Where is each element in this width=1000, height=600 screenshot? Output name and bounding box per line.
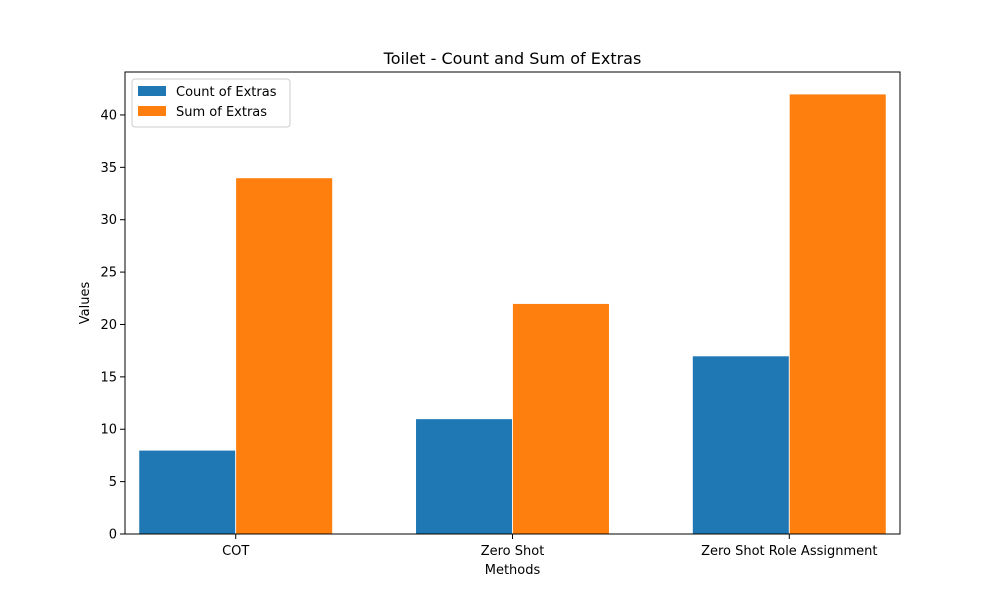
y-tick-label-0: 0 (109, 528, 117, 543)
x-tick-label-1: Zero Shot (481, 544, 545, 559)
y-tick-label-1: 5 (109, 475, 117, 490)
y-tick-label-8: 40 (100, 108, 117, 123)
legend-label-count: Count of Extras (176, 85, 277, 100)
legend-label-sum: Sum of Extras (176, 105, 267, 120)
y-tick-label-4: 20 (100, 318, 117, 333)
bar-sum-2 (788, 93, 887, 535)
y-tick-label-3: 15 (100, 370, 117, 385)
y-tick-label-6: 30 (100, 213, 117, 228)
legend: Count of Extras Sum of Extras (131, 78, 291, 128)
bar-sum-0 (235, 177, 333, 535)
bar-count-0 (138, 449, 237, 535)
legend-swatch-count (138, 86, 166, 96)
y-axis-title: Values (78, 282, 93, 325)
legend-box (131, 78, 291, 128)
bar-count-2 (692, 355, 790, 535)
y-tick-label-2: 10 (100, 423, 117, 438)
x-tick-label-2: Zero Shot Role Assignment (701, 544, 877, 559)
x-axis: COT Zero Shot Zero Shot Role Assignment (222, 534, 877, 559)
legend-swatch-sum (138, 106, 166, 116)
y-tick-label-7: 35 (100, 161, 117, 176)
bars-group (138, 93, 887, 535)
bar-count-1 (415, 418, 513, 535)
y-tick-label-5: 25 (100, 266, 117, 281)
plot-frame (124, 71, 901, 535)
chart-title: Toilet - Count and Sum of Extras (383, 49, 642, 68)
bar-sum-1 (512, 303, 610, 535)
x-tick-label-0: COT (222, 544, 249, 559)
x-axis-title: Methods (485, 563, 541, 578)
y-axis: 0 5 10 15 20 25 30 35 40 (100, 108, 125, 543)
